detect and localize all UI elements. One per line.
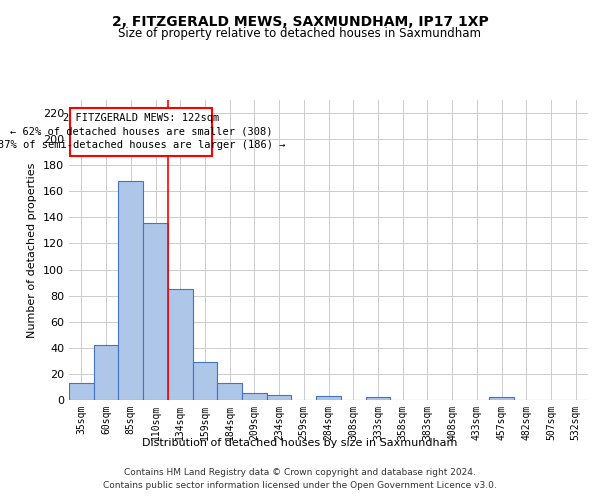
Text: Distribution of detached houses by size in Saxmundham: Distribution of detached houses by size … xyxy=(142,438,458,448)
Bar xyxy=(193,362,217,400)
FancyBboxPatch shape xyxy=(70,108,212,156)
Text: 37% of semi-detached houses are larger (186) →: 37% of semi-detached houses are larger (… xyxy=(0,140,285,150)
Text: Contains HM Land Registry data © Crown copyright and database right 2024.: Contains HM Land Registry data © Crown c… xyxy=(124,468,476,477)
Bar xyxy=(143,222,168,400)
Text: 2, FITZGERALD MEWS, SAXMUNDHAM, IP17 1XP: 2, FITZGERALD MEWS, SAXMUNDHAM, IP17 1XP xyxy=(112,15,488,29)
Text: Contains public sector information licensed under the Open Government Licence v3: Contains public sector information licen… xyxy=(103,482,497,490)
Text: ← 62% of detached houses are smaller (308): ← 62% of detached houses are smaller (30… xyxy=(10,127,272,137)
Y-axis label: Number of detached properties: Number of detached properties xyxy=(28,162,37,338)
Bar xyxy=(489,398,514,400)
Bar xyxy=(118,181,143,400)
Bar xyxy=(94,345,118,400)
Bar xyxy=(316,396,341,400)
Bar xyxy=(242,394,267,400)
Bar xyxy=(168,289,193,400)
Bar xyxy=(69,383,94,400)
Bar xyxy=(217,383,242,400)
Text: Size of property relative to detached houses in Saxmundham: Size of property relative to detached ho… xyxy=(119,28,482,40)
Bar xyxy=(365,398,390,400)
Text: 2 FITZGERALD MEWS: 122sqm: 2 FITZGERALD MEWS: 122sqm xyxy=(63,114,220,124)
Bar xyxy=(267,395,292,400)
